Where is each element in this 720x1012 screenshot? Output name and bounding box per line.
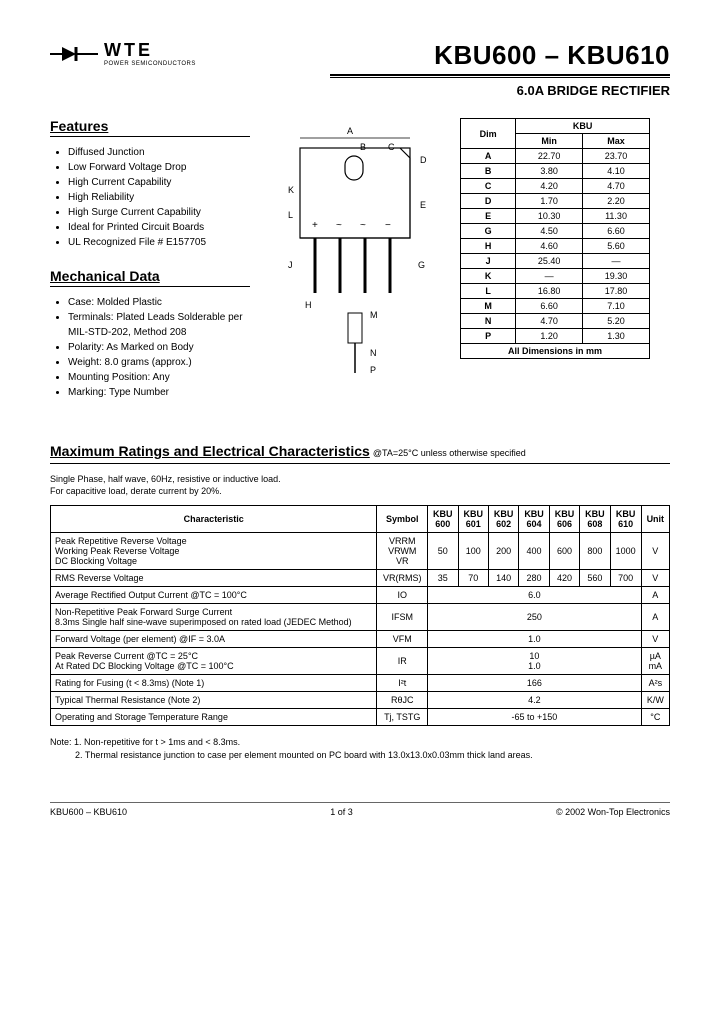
table-header: Characteristic [51,506,377,533]
list-item: High Current Capability [68,175,250,190]
svg-text:B: B [360,142,366,152]
table-row: Forward Voltage (per element) @IF = 3.0A… [51,631,670,648]
svg-text:A: A [347,126,353,136]
maxratings-section: Maximum Ratings and Electrical Character… [50,443,670,726]
features-heading: Features [50,118,250,137]
svg-text:~: ~ [360,220,366,231]
maxratings-condition: @TA=25°C unless otherwise specified [373,448,526,458]
dim-footer: All Dimensions in mm [461,344,650,359]
table-row: P1.201.30 [461,329,650,344]
list-item: Diffused Junction [68,145,250,160]
list-item: Terminals: Plated Leads Solderable per M… [68,310,250,340]
maxratings-heading: Maximum Ratings and Electrical Character… [50,443,370,459]
table-row: H4.605.60 [461,239,650,254]
table-row: Operating and Storage Temperature RangeT… [51,709,670,726]
table-row: RMS Reverse VoltageVR(RMS)35701402804205… [51,570,670,587]
table-row: L16.8017.80 [461,284,650,299]
mechanical-heading: Mechanical Data [50,268,250,287]
table-row: Rating for Fusing (t < 8.3ms) (Note 1)I²… [51,675,670,692]
table-header: KBU 608 [580,506,610,533]
svg-text:E: E [420,200,426,210]
table-row: D1.702.20 [461,194,650,209]
table-row: E10.3011.30 [461,209,650,224]
page-subtitle: 6.0A BRIDGE RECTIFIER [330,83,670,98]
maxratings-subnote: Single Phase, half wave, 60Hz, resistive… [50,474,670,497]
features-list: Diffused JunctionLow Forward Voltage Dro… [50,145,250,250]
table-row: M6.607.10 [461,299,650,314]
top-grid: Features Diffused JunctionLow Forward Vo… [50,118,670,418]
notes: Note: 1. Non-repetitive for t > 1ms and … [50,736,670,761]
svg-text:M: M [370,310,378,320]
svg-text:+: + [312,220,318,231]
table-row: J25.40— [461,254,650,269]
svg-text:P: P [370,365,376,375]
characteristics-table: CharacteristicSymbolKBU 600KBU 601KBU 60… [50,505,670,726]
logo-brand: WTE [104,40,196,61]
dim-col-min: Min [516,134,583,149]
table-header: KBU 606 [549,506,579,533]
table-row: B3.804.10 [461,164,650,179]
table-row: Peak Repetitive Reverse Voltage Working … [51,533,670,570]
list-item: Ideal for Printed Circuit Boards [68,220,250,235]
table-row: Peak Reverse Current @TC = 25°C At Rated… [51,648,670,675]
list-item: High Surge Current Capability [68,205,250,220]
page-footer: KBU600 – KBU610 1 of 3 © 2002 Won-Top El… [50,802,670,817]
list-item: Polarity: As Marked on Body [68,340,250,355]
page-title: KBU600 – KBU610 [330,40,670,71]
logo: WTE POWER SEMICONDUCTORS [50,40,196,67]
table-row: Non-Repetitive Peak Forward Surge Curren… [51,604,670,631]
table-row: K—19.30 [461,269,650,284]
dimensions-table: DimKBU MinMax A22.7023.70B3.804.10C4.204… [460,118,650,359]
note-2: 2. Thermal resistance junction to case p… [50,749,670,762]
table-row: C4.204.70 [461,179,650,194]
svg-text:L: L [288,210,293,220]
svg-text:H: H [305,300,312,310]
list-item: Weight: 8.0 grams (approx.) [68,355,250,370]
svg-text:N: N [370,348,377,358]
dim-col-max: Max [583,134,650,149]
table-row: Typical Thermal Resistance (Note 2)RθJC4… [51,692,670,709]
table-row: Average Rectified Output Current @TC = 1… [51,587,670,604]
table-header: Unit [641,506,669,533]
table-header: KBU 602 [488,506,518,533]
footer-center: 1 of 3 [330,807,353,817]
list-item: Case: Molded Plastic [68,295,250,310]
dim-col-dim: Dim [461,119,516,149]
svg-text:C: C [388,142,395,152]
table-header: KBU 600 [428,506,458,533]
svg-text:K: K [288,185,294,195]
svg-text:−: − [385,220,391,231]
table-row: N4.705.20 [461,314,650,329]
diode-icon [50,44,98,64]
svg-text:J: J [288,260,293,270]
dim-group-header: KBU [516,119,650,134]
table-header: KBU 601 [458,506,488,533]
footer-right: © 2002 Won-Top Electronics [556,807,670,817]
table-row: A22.7023.70 [461,149,650,164]
svg-text:G: G [418,260,425,270]
svg-text:D: D [420,155,427,165]
table-header: KBU 610 [610,506,641,533]
table-header: Symbol [377,506,428,533]
title-block: KBU600 – KBU610 6.0A BRIDGE RECTIFIER [330,40,670,98]
list-item: Marking: Type Number [68,385,250,400]
svg-text:~: ~ [336,220,342,231]
header: WTE POWER SEMICONDUCTORS KBU600 – KBU610… [50,40,670,98]
list-item: Mounting Position: Any [68,370,250,385]
mechanical-list: Case: Molded PlasticTerminals: Plated Le… [50,295,250,400]
list-item: High Reliability [68,190,250,205]
list-item: UL Recognized File # E157705 [68,235,250,250]
table-row: G4.506.60 [461,224,650,239]
logo-tagline: POWER SEMICONDUCTORS [104,61,196,67]
package-diagram: A B C D E G H J K L M N P + ~ ~ − [265,118,445,378]
note-1: Note: 1. Non-repetitive for t > 1ms and … [50,736,670,749]
footer-left: KBU600 – KBU610 [50,807,127,817]
table-header: KBU 604 [519,506,549,533]
list-item: Low Forward Voltage Drop [68,160,250,175]
